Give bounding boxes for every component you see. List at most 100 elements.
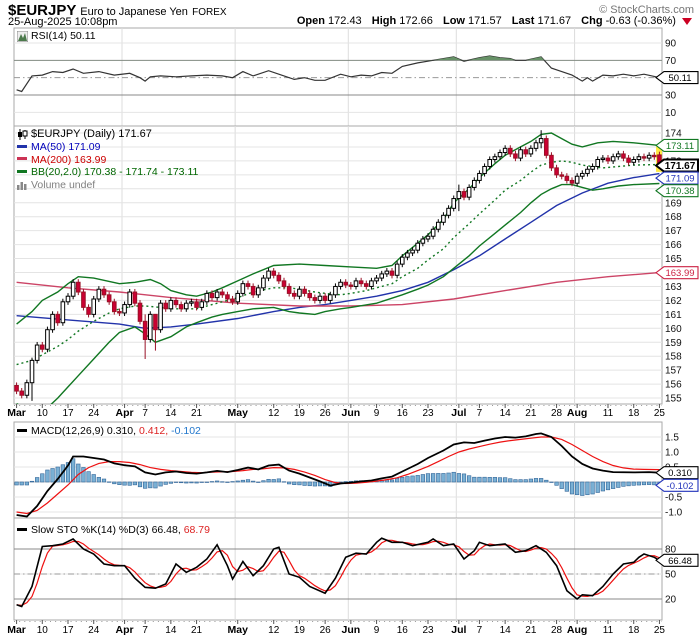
macd-hist-bar <box>65 462 71 483</box>
ma200-legend-row[interactable]: MA(200) 163.99 <box>17 154 198 167</box>
x-axis-label: Apr <box>116 624 134 636</box>
candle-down <box>106 294 112 303</box>
candle-up <box>528 147 534 155</box>
macd-legend-label: MACD(12,26,9) 0.310, <box>31 425 137 437</box>
candle-up <box>384 270 390 275</box>
candle-up <box>379 273 385 279</box>
candle-up <box>60 301 66 324</box>
macd-hist-bar <box>96 477 101 483</box>
macd-hist-bar <box>35 477 40 483</box>
price-y-axis-label: 163 <box>665 282 682 293</box>
macd-hist-bar <box>451 471 456 483</box>
x-axis-label: Jul <box>451 624 466 636</box>
price-marker-box <box>655 266 699 280</box>
candle-up <box>199 301 205 308</box>
macd-hist-bar <box>281 481 287 483</box>
macd-hist-bar <box>652 481 657 486</box>
candle-up <box>168 299 174 310</box>
macd-marker-label: -0.102 <box>667 481 694 492</box>
candle-down <box>101 288 107 296</box>
x-axis-label: 17 <box>62 625 74 636</box>
x-axis-label: Jun <box>342 407 361 419</box>
macd-hist-bar <box>148 481 153 489</box>
high-label: High <box>371 15 397 27</box>
candle-up <box>497 152 503 158</box>
candle-down <box>322 295 328 301</box>
rsi-legend[interactable]: RSI(14) 50.11 <box>17 30 96 43</box>
candle-up <box>492 156 498 161</box>
candle-up <box>327 294 333 301</box>
chg-value: -0.63 (-0.36%) <box>605 15 676 27</box>
x-axis-label: 10 <box>37 625 49 636</box>
candle-up <box>369 280 374 287</box>
macd-hist-bar <box>343 481 348 483</box>
ma50-legend-dash-icon <box>17 144 27 148</box>
rsi-overbought-shade <box>14 56 662 61</box>
open-value: 172.43 <box>328 15 362 27</box>
candle-down <box>543 138 549 156</box>
ma50-legend-row[interactable]: MA(50) 171.09 <box>17 141 198 154</box>
price-marker-label: 170.38 <box>665 186 694 197</box>
macd-hist-bar <box>101 478 107 483</box>
price-title-row[interactable]: $EURJPY (Daily) 171.67 <box>17 128 198 141</box>
macd-hist-bar <box>71 458 76 483</box>
macd-legend[interactable]: MACD(12,26,9) 0.310, 0.412, -0.102 <box>17 425 201 438</box>
macd-hist-bar <box>436 473 441 483</box>
macd-hist-bar <box>184 481 189 484</box>
macd-hist-bar <box>132 481 137 486</box>
candle-down <box>291 292 297 297</box>
bb-lower-line <box>16 182 660 404</box>
candle-up <box>122 304 127 314</box>
x-axis-label: Mar <box>7 624 26 636</box>
x-axis-label: 14 <box>165 625 177 636</box>
price-marker-label: 171.67 <box>665 161 696 172</box>
macd-hist-bar <box>513 479 518 483</box>
candlestick-icon <box>18 128 28 140</box>
candle-up <box>65 295 71 303</box>
candle-up <box>446 207 451 216</box>
candle-down <box>39 344 45 350</box>
candle-down <box>219 291 225 296</box>
macd-hist-bar <box>143 481 148 489</box>
macd-marker-box <box>655 478 699 492</box>
macd-hist-bar <box>508 478 513 483</box>
x-axis-label: 19 <box>294 625 306 636</box>
candle-up <box>394 263 400 276</box>
macd-hist-bar <box>137 481 143 488</box>
candle-up <box>297 288 302 297</box>
candle-up <box>574 175 580 184</box>
x-axis-label: 19 <box>294 408 306 419</box>
x-axis-label: 21 <box>191 408 203 419</box>
candle-up <box>538 138 544 144</box>
price-marker-label: 171.09 <box>665 174 694 185</box>
macd-hist-bar <box>405 476 410 483</box>
rsi-y-axis-label: 10 <box>665 108 677 119</box>
bb-legend-row[interactable]: BB(20,2.0) 170.38 - 171.74 - 173.11 <box>17 166 198 179</box>
macd-y-axis-label: 1.0 <box>665 448 679 459</box>
macd-hist-bar <box>467 475 472 483</box>
price-y-axis-label: 166 <box>665 240 682 251</box>
sto-legend[interactable]: Slow STO %K(14) %D(3) 66.48, 68.79 <box>17 524 210 537</box>
rsi-marker-box <box>655 71 699 85</box>
macd-hist-bar <box>590 481 595 495</box>
chg-label: Chg <box>581 15 603 27</box>
macd-marker-label: 0.310 <box>668 468 692 479</box>
macd-hist-bar <box>523 479 528 483</box>
x-axis-label: Aug <box>567 624 587 636</box>
macd-hist-bar <box>189 481 194 484</box>
macd-hist-bar <box>173 481 179 483</box>
macd-hist-bar <box>533 478 539 483</box>
rsi-legend-label: RSI(14) 50.11 <box>31 30 96 42</box>
macd-hist-bar <box>544 479 549 483</box>
candle-up <box>590 165 595 170</box>
open-label: Open <box>296 15 325 27</box>
candle-up <box>158 302 163 331</box>
volume-legend-row[interactable]: Volume undef <box>17 179 198 192</box>
macd-hist-bar <box>107 481 112 483</box>
candle-up <box>415 242 421 251</box>
macd-hist-bar <box>395 477 400 483</box>
sto-y-axis-label: 80 <box>665 545 677 556</box>
price-y-axis-label: 160 <box>665 324 682 335</box>
candle-up <box>636 156 642 161</box>
macd-hist-bar <box>461 473 467 483</box>
